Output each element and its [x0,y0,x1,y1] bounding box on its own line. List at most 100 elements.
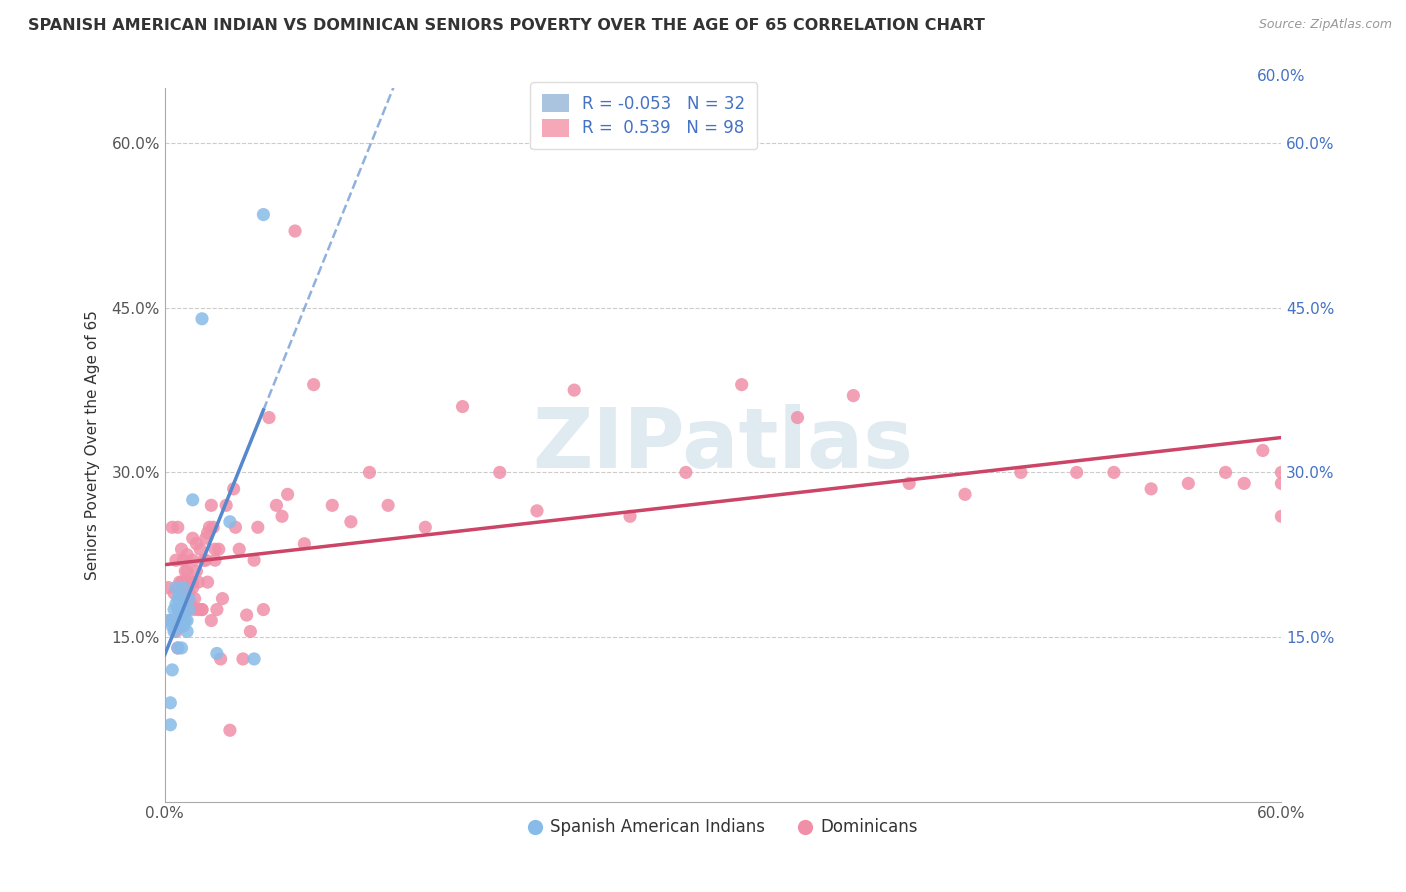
Point [170,575,193,590]
Point [619,509,641,524]
Point [228,542,250,557]
Point [174,614,197,628]
Point [191,602,214,616]
Point [415,520,437,534]
Point [176,575,198,590]
Point [786,410,808,425]
Point [209,652,232,666]
Point [172,581,194,595]
Point [159,718,181,732]
Point [166,640,188,655]
Point [165,597,187,611]
Point [181,531,204,545]
Point [731,377,754,392]
Point [166,520,188,534]
Y-axis label: Seniors Poverty Over the Age of 65: Seniors Poverty Over the Age of 65 [86,310,100,580]
Point [165,624,187,639]
Point [172,553,194,567]
Point [257,410,280,425]
Point [163,624,186,639]
Point [174,564,197,578]
Point [526,504,548,518]
Point [180,597,202,611]
Point [166,602,188,616]
Point [169,608,191,623]
Point [219,515,242,529]
Legend: Spanish American Indians, Dominicans: Spanish American Indians, Dominicans [522,812,924,843]
Point [186,537,208,551]
Point [165,581,187,595]
Text: ZIPatlas: ZIPatlas [533,404,914,485]
Point [187,602,209,616]
Point [243,553,266,567]
Point [174,591,197,606]
Text: Source: ZipAtlas.com: Source: ZipAtlas.com [1258,18,1392,31]
Point [208,542,231,557]
Point [246,520,269,534]
Point [163,586,186,600]
Point [172,602,194,616]
Point [160,663,183,677]
Point [191,311,214,326]
Text: SPANISH AMERICAN INDIAN VS DOMINICAN SENIORS POVERTY OVER THE AGE OF 65 CORRELAT: SPANISH AMERICAN INDIAN VS DOMINICAN SEN… [28,18,986,33]
Point [562,383,585,397]
Point [159,696,181,710]
Point [180,575,202,590]
Point [197,575,219,590]
Point [224,520,246,534]
Point [165,553,187,567]
Point [181,575,204,590]
Point [169,586,191,600]
Point [266,499,288,513]
Point [176,614,198,628]
Point [170,640,193,655]
Point [252,602,274,616]
Point [193,553,215,567]
Point [170,608,193,623]
Point [169,602,191,616]
Point [321,499,343,513]
Point [235,608,257,623]
Point [181,581,204,595]
Point [1010,466,1032,480]
Point [277,487,299,501]
Point [284,224,307,238]
Point [252,208,274,222]
Point [176,548,198,562]
Point [177,602,200,616]
Point [205,602,228,616]
Point [1177,476,1199,491]
Point [176,624,198,639]
Point [232,652,254,666]
Point [187,575,209,590]
Point [170,542,193,557]
Point [243,652,266,666]
Point [163,614,186,628]
Point [211,591,233,606]
Point [188,542,211,557]
Point [160,520,183,534]
Point [1251,443,1274,458]
Point [181,492,204,507]
Point [202,520,225,534]
Point [197,525,219,540]
Point [169,591,191,606]
Point [159,614,181,628]
Point [451,400,474,414]
Point [169,619,191,633]
Point [169,575,191,590]
Point [186,564,208,578]
Point [200,499,222,513]
Point [1066,466,1088,480]
Point [222,482,245,496]
Point [205,647,228,661]
Point [204,542,226,557]
Point [176,564,198,578]
Point [292,537,315,551]
Point [177,602,200,616]
Point [1270,509,1292,524]
Point [1102,466,1125,480]
Point [181,553,204,567]
Point [163,602,186,616]
Point [1270,476,1292,491]
